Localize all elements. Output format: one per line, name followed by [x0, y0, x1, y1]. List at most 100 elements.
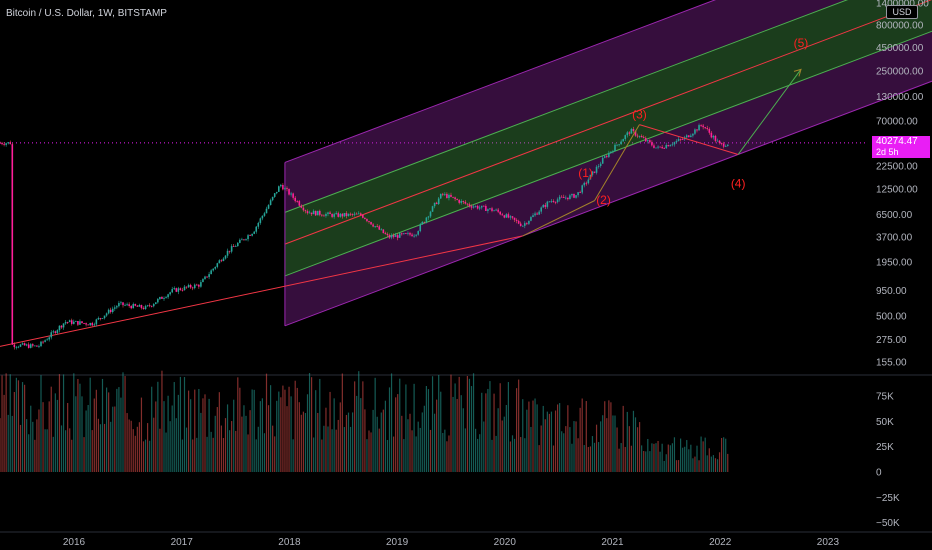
volume-bar	[42, 402, 44, 472]
volume-bar	[108, 392, 110, 472]
volume-bar	[526, 409, 528, 472]
candle-body	[366, 219, 368, 222]
candle-body	[337, 213, 340, 217]
volume-bar	[376, 416, 378, 472]
volume-bar	[175, 418, 177, 472]
candle-body	[60, 325, 63, 328]
volume-bar	[532, 400, 534, 472]
wave-arrowhead	[793, 68, 802, 77]
volume-bar	[442, 432, 444, 472]
volume-bar	[147, 423, 149, 472]
candle-body	[206, 276, 208, 278]
candle-body	[497, 209, 499, 212]
long-term-trend-line[interactable]	[0, 235, 523, 347]
volume-bar	[259, 401, 261, 472]
volume-bar	[265, 373, 268, 472]
volume-bar	[294, 380, 296, 472]
candle-body	[271, 196, 274, 201]
wave-arrow-segment	[594, 124, 640, 201]
volume-bar	[522, 399, 524, 472]
volume-bar	[298, 402, 300, 472]
volume-bar	[372, 409, 374, 472]
volume-bar	[140, 397, 143, 472]
candle-body	[544, 205, 547, 207]
candle-body	[556, 199, 559, 203]
volume-bar	[524, 438, 526, 472]
candle-body	[210, 270, 212, 275]
volume-bar	[311, 377, 313, 472]
candle-body	[659, 146, 661, 148]
volume-bar	[704, 437, 706, 472]
price-tick-label: 950.00	[876, 286, 907, 297]
candle-body	[38, 346, 40, 347]
volume-bar	[179, 376, 181, 472]
volume-bar	[13, 392, 15, 472]
candle-body	[378, 226, 381, 230]
candle-body	[73, 321, 75, 324]
candle-body	[290, 193, 292, 195]
volume-bar	[616, 427, 618, 472]
candle-body	[81, 321, 83, 323]
volume-bar	[431, 376, 434, 472]
currency-badge[interactable]: USD	[886, 5, 918, 19]
volume-bar	[620, 443, 622, 472]
candle-body	[608, 152, 610, 157]
candle-body	[198, 284, 200, 287]
candle-body	[364, 217, 366, 220]
volume-bar	[65, 430, 67, 472]
volume-bar	[54, 393, 56, 472]
volume-bar	[0, 418, 1, 472]
volume-bar	[87, 404, 89, 472]
candle-body	[642, 137, 645, 139]
candle-body	[398, 233, 401, 238]
volume-bar	[206, 436, 208, 472]
volume-bar	[399, 378, 401, 472]
volume-bar	[149, 440, 151, 472]
candle-body	[692, 133, 694, 136]
candle-body	[245, 239, 247, 240]
volume-bar	[577, 438, 579, 472]
volume-bar	[460, 395, 462, 472]
candle-body	[673, 142, 676, 145]
volume-bar	[472, 373, 475, 472]
candlesticks	[0, 123, 729, 350]
wave-label: (4)	[731, 176, 746, 190]
candle-body	[450, 194, 452, 197]
candle-body	[589, 174, 592, 180]
candle-body	[29, 344, 32, 348]
volume-bar	[15, 377, 17, 472]
volume-bar	[567, 405, 569, 472]
candle-body	[230, 246, 233, 252]
volume-bar	[382, 409, 384, 472]
candle-body	[360, 213, 362, 215]
volume-bar	[378, 428, 380, 472]
channel-top-line[interactable]	[284, 0, 932, 163]
channel-inner-high-line[interactable]	[284, 0, 932, 213]
candle-body	[239, 239, 241, 243]
volume-bar	[106, 387, 108, 472]
volume-bar	[21, 382, 24, 472]
candle-body	[95, 319, 98, 325]
volume-bar	[624, 446, 626, 472]
candle-body	[587, 179, 590, 184]
candle-body	[179, 288, 182, 290]
volume-bar	[641, 445, 643, 472]
volume-bar	[632, 410, 635, 472]
volume-bar	[214, 415, 216, 472]
volume-bar	[333, 398, 335, 472]
candle-body	[107, 309, 110, 314]
volume-bar	[651, 443, 653, 472]
candle-body	[546, 201, 549, 207]
channel-bottom-line[interactable]	[284, 80, 932, 327]
candle-body	[448, 194, 450, 198]
candle-body	[212, 268, 214, 271]
candle-body	[142, 307, 145, 309]
candle-body	[1, 142, 3, 145]
volume-bar	[598, 442, 600, 472]
channel-median-line[interactable]	[284, 0, 932, 245]
volume-bar	[118, 387, 120, 472]
volume-bar	[231, 421, 233, 472]
volume-bar	[112, 406, 114, 472]
price-tick-label: 500.00	[876, 311, 907, 322]
